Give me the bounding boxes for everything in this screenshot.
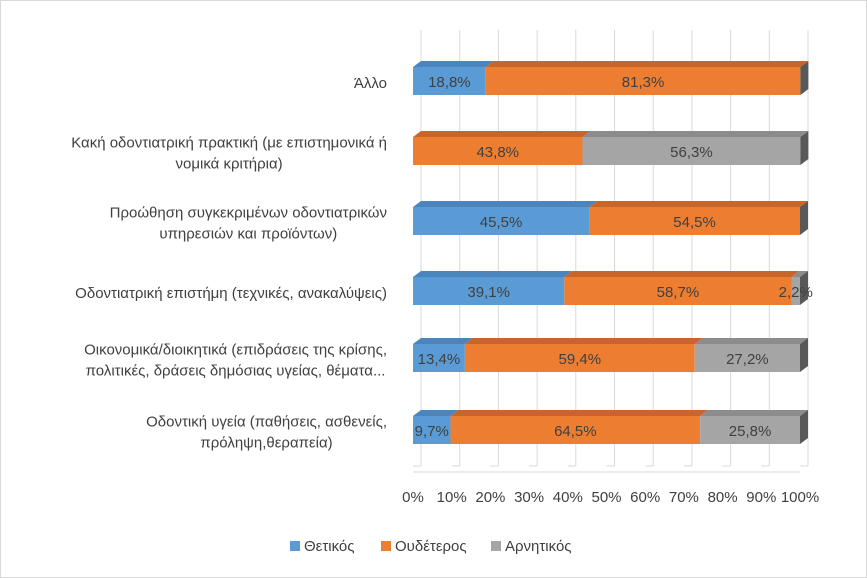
category-label: Άλλο	[354, 75, 387, 92]
bar-top-face	[791, 271, 808, 277]
legend-label: Ουδέτερος	[395, 538, 467, 555]
bar-segment	[589, 207, 800, 235]
bar-segment	[582, 137, 801, 165]
data-label: 58,7%	[657, 284, 700, 301]
x-tick-label: 40%	[553, 489, 583, 506]
legend-swatch	[491, 541, 501, 551]
gridlines	[413, 30, 809, 473]
legend-label: Αρνητικός	[505, 538, 572, 555]
category-label: πρόληψη,θεραπεία)	[200, 435, 332, 452]
bar-end-face	[800, 131, 809, 165]
x-tick-label: 0%	[402, 489, 424, 506]
bar-top-face	[485, 61, 809, 67]
legend-swatch	[290, 541, 300, 551]
bar-end-face	[800, 61, 809, 95]
category-label: Κακή οδοντιατρική πρακτική (με επιστημον…	[71, 135, 387, 152]
bar-top-face	[413, 61, 494, 67]
category-label: υπηρεσιών και προϊόντων)	[159, 226, 337, 243]
bar-top-face	[582, 131, 809, 137]
bar-segment	[700, 416, 800, 444]
category-labels: Οδοντική υγεία (παθήσεις, ασθενείς, πρόλη…	[71, 75, 387, 452]
bar-top-face	[589, 201, 808, 207]
data-label: 13,4%	[418, 351, 461, 368]
bar-segment	[413, 277, 565, 305]
category-label: πολιτικές, δράσεις δημόσιας υγείας, θέμα…	[86, 363, 386, 380]
data-label: 27,2%	[726, 351, 769, 368]
data-label: 59,4%	[559, 351, 602, 368]
bar-top-face	[413, 201, 598, 207]
x-tick-label: 60%	[630, 489, 660, 506]
bar-top-face	[564, 271, 800, 277]
data-label: 18,8%	[428, 74, 471, 91]
data-label: 9,7%	[415, 423, 449, 440]
x-tick-label: 50%	[591, 489, 621, 506]
data-label: 43,8%	[476, 144, 519, 161]
data-label: 45,5%	[480, 214, 523, 231]
bar-segment	[413, 416, 451, 444]
data-label: 64,5%	[554, 423, 597, 440]
category-label: Οικονομικά/διοικητικά (επιδράσεις της κρ…	[84, 342, 387, 359]
data-label: 81,3%	[622, 74, 665, 91]
data-label: 54,5%	[673, 214, 716, 231]
bar-segment	[413, 67, 486, 95]
legend-label: Θετικός	[304, 538, 355, 555]
bar-end-face	[800, 201, 808, 235]
bar-top-face	[450, 410, 709, 416]
x-axis-ticks: 0% 10% 20% 30% 40% 50% 60% 70% 80% 90% 100%	[402, 489, 819, 506]
data-label: 25,8%	[729, 423, 772, 440]
bar-segment	[413, 344, 465, 372]
category-label: Οδοντιατρική επιστήμη (τεχνικές, ανακαλύ…	[75, 285, 387, 302]
x-tick-label: 100%	[781, 489, 819, 506]
x-tick-label: 10%	[437, 489, 467, 506]
data-label: 2,2%	[779, 284, 813, 301]
bar-top-face	[413, 410, 459, 416]
bar-top-face	[700, 410, 808, 416]
x-tick-label: 20%	[475, 489, 505, 506]
data-label: 56,3%	[670, 144, 713, 161]
bar-segment	[694, 344, 800, 372]
category-label: νομικά κριτήρια)	[176, 156, 283, 173]
bar-top-face	[413, 338, 473, 344]
bar-end-face	[800, 271, 808, 305]
legend: Θετικός Ουδέτερος Αρνητικός	[290, 538, 572, 555]
data-labels: 9,7% 64,5% 25,8% 13,4% 59,4% 27,2% 39,1% 58,7% 2…	[415, 74, 813, 440]
bar-segment	[413, 207, 590, 235]
bar-segment	[791, 277, 800, 305]
x-tick-label: 30%	[514, 489, 544, 506]
x-tick-label: 70%	[669, 489, 699, 506]
bars	[413, 61, 809, 444]
bar-end-face	[800, 338, 808, 372]
data-label: 39,1%	[467, 284, 510, 301]
bar-segment	[485, 67, 801, 95]
x-tick-label: 80%	[708, 489, 738, 506]
bar-segment	[413, 137, 583, 165]
bar-segment	[564, 277, 792, 305]
bar-top-face	[694, 338, 808, 344]
legend-swatch	[381, 541, 391, 551]
bar-end-face	[800, 410, 808, 444]
bar-top-face	[464, 338, 703, 344]
bar-segment	[450, 416, 701, 444]
bar-top-face	[413, 131, 591, 137]
bar-top-face	[413, 271, 573, 277]
bar-segment	[464, 344, 695, 372]
category-label: Προώθηση συγκεκριμένων οδοντιατρικών	[110, 205, 387, 222]
category-label: Οδοντική υγεία (παθήσεις, ασθενείς,	[146, 414, 387, 431]
x-tick-label: 90%	[746, 489, 776, 506]
